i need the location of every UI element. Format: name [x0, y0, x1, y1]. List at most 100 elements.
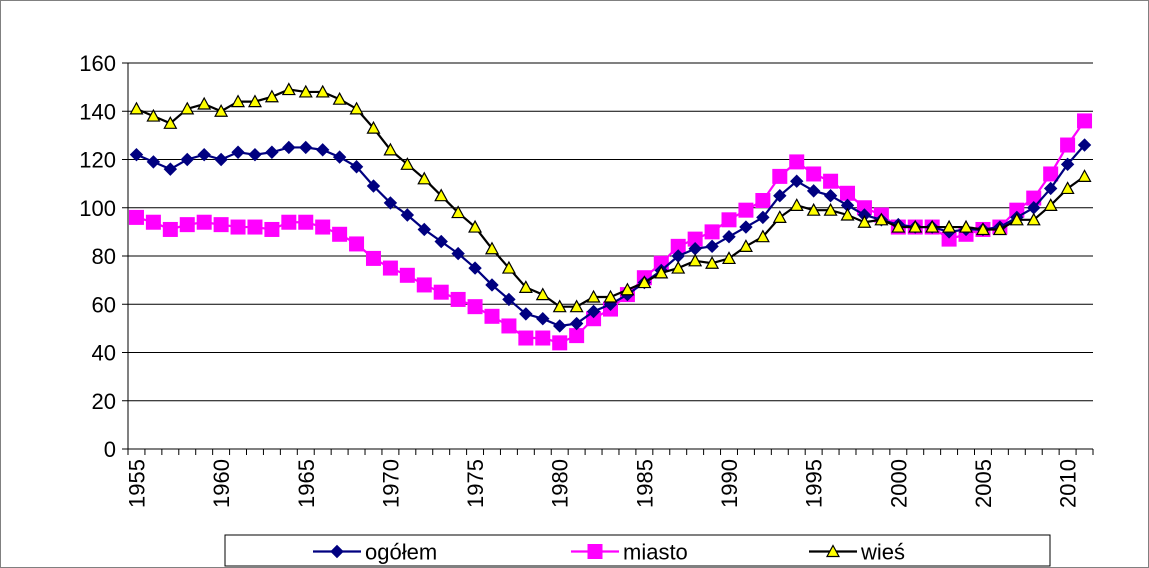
y-tick-labels: 0 20 40 60 80 100 120 140 160 [79, 51, 116, 462]
data-point-diamond [282, 140, 296, 155]
data-point-triangle [891, 219, 906, 233]
data-point-square [298, 214, 314, 230]
data-point-triangle [654, 265, 669, 279]
data-point-square [179, 217, 195, 233]
data-point-square [365, 250, 381, 266]
data-point-triangle [823, 202, 838, 216]
x-tick-label: 1985 [632, 459, 657, 508]
data-point-square [382, 260, 398, 276]
y-tick-label: 100 [79, 196, 116, 221]
data-point-diamond [231, 145, 245, 159]
data-point-diamond [536, 312, 550, 326]
data-point-triangle [975, 222, 990, 236]
data-point-square [772, 168, 788, 184]
data-point-triangle [874, 212, 889, 226]
data-point-diamond [366, 179, 381, 193]
x-tick-label: 1990 [717, 459, 742, 508]
x-tick-label: 1980 [548, 459, 573, 508]
data-point-triangle [281, 82, 296, 96]
data-point-triangle [942, 219, 957, 233]
data-point-diamond [265, 145, 279, 159]
data-point-triangle [806, 202, 821, 216]
data-point-square [281, 214, 297, 230]
data-point-square [587, 544, 603, 559]
data-point-triangle [434, 188, 449, 202]
legend-entry: miasto [571, 540, 688, 565]
data-point-diamond [569, 316, 584, 331]
data-point-triangle [772, 210, 787, 223]
data-point-diamond [451, 246, 465, 261]
legend: ogółem miasto wieś [224, 534, 1051, 567]
x-tick-label: 1960 [209, 459, 234, 508]
data-point-triangle [603, 289, 618, 303]
series-line [136, 88, 1086, 308]
data-point-diamond [400, 208, 415, 222]
data-point-diamond [586, 304, 601, 319]
data-point-square [535, 330, 551, 346]
x-tick-label: 2000 [886, 459, 911, 508]
x-tick-labels: 1955 1960 1965 1970 1975 1980 1985 1990 1995 2000… [124, 459, 1080, 508]
data-point-square [806, 166, 822, 182]
data-point-square [704, 224, 720, 240]
data-point-square [840, 185, 856, 201]
data-point-diamond [146, 155, 161, 169]
x-tick-label: 1970 [378, 459, 403, 508]
data-point-triangle [197, 96, 212, 110]
data-point-diamond [417, 222, 431, 237]
data-point-square [518, 330, 534, 346]
x-tick-label: 2010 [1056, 459, 1081, 508]
data-point-triangle [214, 103, 229, 117]
data-point-triangle [857, 214, 872, 228]
data-point-triangle [129, 101, 144, 115]
data-point-triangle [637, 275, 652, 289]
data-point-triangle [1009, 212, 1024, 226]
data-point-diamond [248, 147, 262, 162]
legend-label: wieś [860, 540, 905, 565]
data-point-triangle [721, 251, 737, 265]
data-point-diamond [180, 152, 194, 167]
data-point-square [128, 209, 144, 225]
data-point-triangle [451, 205, 466, 219]
data-point-triangle [468, 219, 483, 233]
y-tick-label: 120 [79, 148, 116, 173]
data-point-diamond [214, 152, 228, 167]
data-point-square [247, 219, 263, 235]
legend-label: miasto [623, 540, 688, 565]
y-tick-label: 40 [92, 341, 116, 366]
data-point-triangle [180, 101, 195, 115]
data-point-square [484, 308, 500, 324]
data-point-triangle [417, 171, 432, 185]
data-point-triangle [501, 260, 516, 274]
data-point-diamond [129, 147, 144, 162]
data-point-triangle [992, 222, 1007, 236]
axes [122, 62, 1094, 455]
data-point-triangle [789, 198, 804, 211]
data-point-diamond [197, 147, 211, 162]
data-point-diamond [485, 278, 499, 292]
legend-entry: wieś [809, 540, 905, 565]
series-group [128, 82, 1093, 351]
data-point-triangle [840, 207, 855, 221]
data-point-triangle [264, 89, 279, 103]
data-point-diamond [519, 307, 533, 321]
x-tick-label: 1995 [802, 459, 827, 508]
legend-entry: ogółem [313, 540, 437, 565]
y-tick-label: 160 [79, 51, 116, 76]
data-point-diamond [1043, 181, 1058, 196]
data-point-diamond [434, 234, 448, 249]
data-point-square [349, 236, 365, 252]
data-point-triangle [925, 219, 940, 233]
data-point-square [569, 328, 585, 344]
data-point-square [332, 226, 348, 242]
data-point-triangle [705, 255, 720, 269]
data-point-diamond [383, 196, 398, 210]
y-tick-label: 60 [92, 292, 116, 317]
data-point-square [823, 173, 839, 189]
data-point-triangle [383, 142, 398, 156]
data-point-triangle [1077, 169, 1092, 182]
data-point-diamond [349, 160, 364, 174]
data-point-square [755, 193, 771, 209]
data-point-triangle [349, 101, 364, 115]
legend-box [224, 534, 1051, 567]
